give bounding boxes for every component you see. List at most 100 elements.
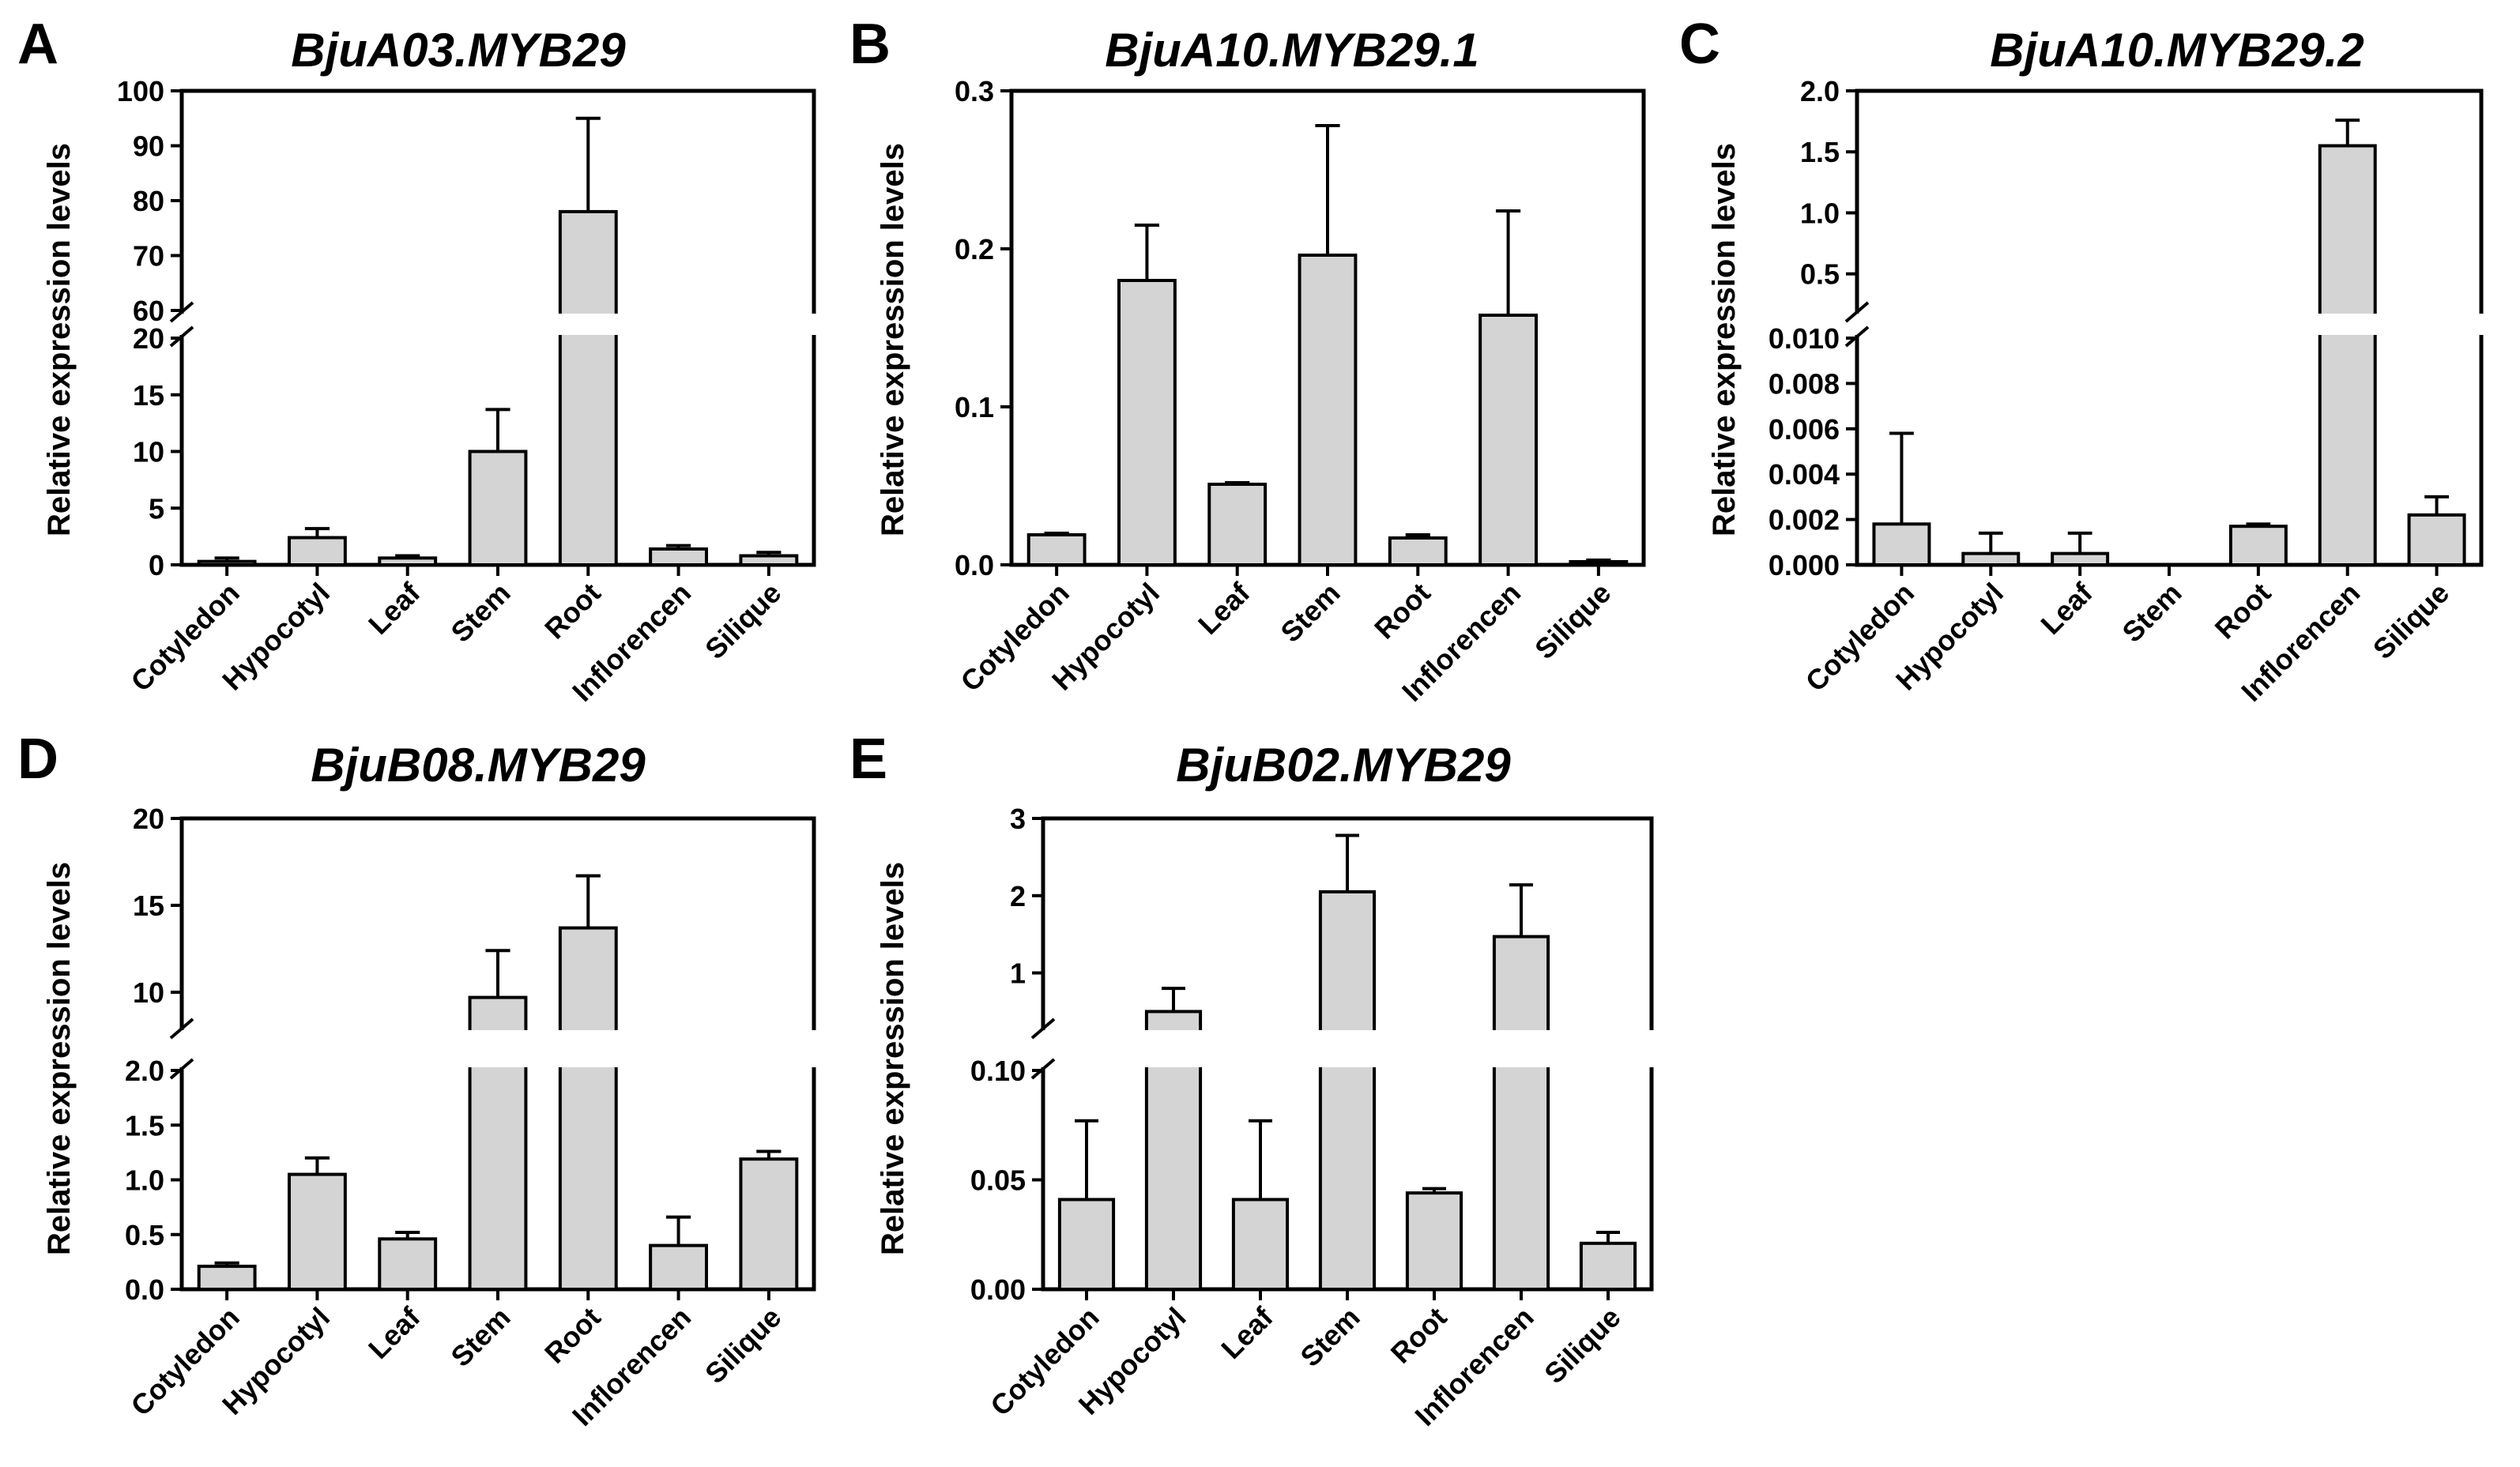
y-tick-label: 0.010 [1769, 322, 1840, 355]
bar-silique [1569, 560, 1629, 566]
bar-inflorencen [1478, 314, 1538, 566]
x-tick-label: Root [538, 577, 607, 645]
y-tick-label: 20 [133, 322, 164, 355]
panel-letter: C [1679, 13, 1720, 76]
y-tick-label: 0.002 [1769, 504, 1840, 536]
axis-break-mark [169, 1058, 194, 1080]
panel-letter: D [17, 728, 58, 791]
x-tick-label: Stem [1294, 1301, 1365, 1373]
x-tick-label: Root [2209, 577, 2277, 645]
y-tick-label: 0.1 [955, 391, 994, 423]
chart-panel-d: D BjuB08.MYB29 Relative expression levels 0… [17, 728, 830, 1432]
bar-inflorencen [649, 1243, 709, 1291]
bar-silique [1579, 1241, 1637, 1291]
y-tick-label: 1.0 [1800, 197, 1840, 229]
x-tick-label: Stem [1274, 577, 1346, 649]
x-tick-label: Root [538, 1301, 607, 1370]
bar-hypocotyl [288, 536, 347, 566]
chart-panel-b: B BjuA10.MYB29.1 Relative expression level… [849, 13, 1646, 708]
y-tick-label: 15 [133, 890, 164, 922]
y-tick-label: 0.000 [1769, 549, 1840, 581]
y-tick-label: 10 [133, 976, 164, 1009]
axis-break-mark [1844, 301, 1870, 323]
y-tick-label: 0.006 [1769, 413, 1840, 446]
bar-leaf [2051, 551, 2110, 567]
y-axis-label: Relative expression levels [42, 862, 77, 1255]
y-axis-label: Relative expression levels [876, 143, 910, 536]
x-tick-label: Leaf [1215, 1300, 1279, 1365]
x-tick-label: Leaf [1192, 576, 1256, 641]
chart-title: BjuA10.MYB29.2 [1990, 24, 2364, 77]
bar-root [1405, 1191, 1463, 1291]
bar-stem [1318, 890, 1377, 1292]
bar-leaf [1231, 1198, 1290, 1292]
y-axis-label: Relative expression levels [876, 862, 910, 1255]
y-tick-label: 0.10 [970, 1055, 1026, 1087]
panel-letter: A [17, 13, 58, 76]
x-tick-label: Silique [699, 1301, 787, 1390]
y-tick-label: 90 [133, 130, 164, 163]
x-tick-label: Silique [2367, 577, 2455, 665]
bar-stem [468, 450, 528, 566]
bar-cotyledon [1057, 1198, 1116, 1292]
bar-inflorencen [1492, 935, 1550, 1291]
y-tick-label: 0.2 [955, 233, 994, 265]
bar-silique [739, 554, 799, 567]
chart-title: BjuA03.MYB29 [291, 24, 626, 77]
axis-break-mark [169, 1017, 194, 1040]
x-tick-label: Stem [444, 577, 516, 649]
y-tick-label: 10 [133, 436, 164, 468]
bar-inflorencen [2318, 144, 2377, 566]
axis-break-mark [1030, 1017, 1056, 1040]
y-tick-label: 0.05 [970, 1164, 1026, 1197]
bar-cotyledon [1026, 533, 1087, 566]
y-tick-label: 0.008 [1769, 367, 1840, 400]
axis-break-gap [1841, 314, 2497, 335]
bar-silique [739, 1157, 799, 1292]
y-tick-label: 0.5 [1800, 258, 1840, 291]
x-tick-label: Root [1384, 1301, 1453, 1370]
y-tick-label: 3 [1010, 803, 1026, 835]
x-tick-label: Stem [444, 1301, 516, 1373]
bar-root [558, 209, 618, 566]
y-tick-label: 2.0 [125, 1055, 164, 1087]
axis-break-mark [169, 325, 194, 348]
x-tick-label: Leaf [2034, 576, 2099, 641]
bar-inflorencen [649, 547, 709, 566]
axis-break-mark [1030, 1058, 1056, 1080]
y-tick-label: 0.004 [1769, 458, 1840, 491]
axis-break-mark [169, 301, 194, 323]
bar-root [1388, 536, 1448, 566]
x-tick-label: Silique [1538, 1301, 1626, 1390]
bar-hypocotyl [1961, 551, 2021, 567]
bar-hypocotyl [1117, 279, 1177, 566]
y-tick-label: 80 [133, 185, 164, 217]
axis-break-gap [166, 314, 830, 335]
chart-panel-c: C BjuA10.MYB29.2 Relative expression level… [1679, 13, 2497, 708]
y-axis-label: Relative expression levels [1707, 143, 1742, 536]
y-tick-label: 2 [1010, 880, 1026, 912]
x-tick-label: Leaf [362, 576, 427, 641]
bar-stem [1298, 254, 1358, 566]
y-tick-label: 100 [117, 75, 164, 107]
axis-break-gap [1027, 1030, 1667, 1067]
chart-title: BjuB02.MYB29 [1176, 739, 1511, 792]
y-tick-label: 0.00 [970, 1273, 1026, 1306]
y-tick-label: 15 [133, 379, 164, 412]
bar-cotyledon [1872, 522, 1931, 567]
bar-cotyledon [197, 1264, 257, 1292]
y-tick-label: 0.3 [955, 75, 994, 107]
y-tick-label: 1.5 [1800, 136, 1840, 168]
y-tick-label: 20 [133, 803, 164, 835]
chart-title: BjuB08.MYB29 [311, 739, 646, 792]
y-tick-label: 0 [149, 549, 164, 581]
bar-silique [2407, 513, 2466, 566]
y-tick-label: 0.0 [955, 549, 994, 581]
bar-leaf [378, 556, 438, 567]
chart-panel-e: E BjuB02.MYB29 Relative expression levels 0… [849, 728, 1667, 1432]
axis-break-gap [166, 1030, 830, 1067]
x-tick-label: Leaf [362, 1300, 427, 1365]
y-tick-label: 70 [133, 240, 164, 273]
bar-hypocotyl [288, 1172, 347, 1291]
